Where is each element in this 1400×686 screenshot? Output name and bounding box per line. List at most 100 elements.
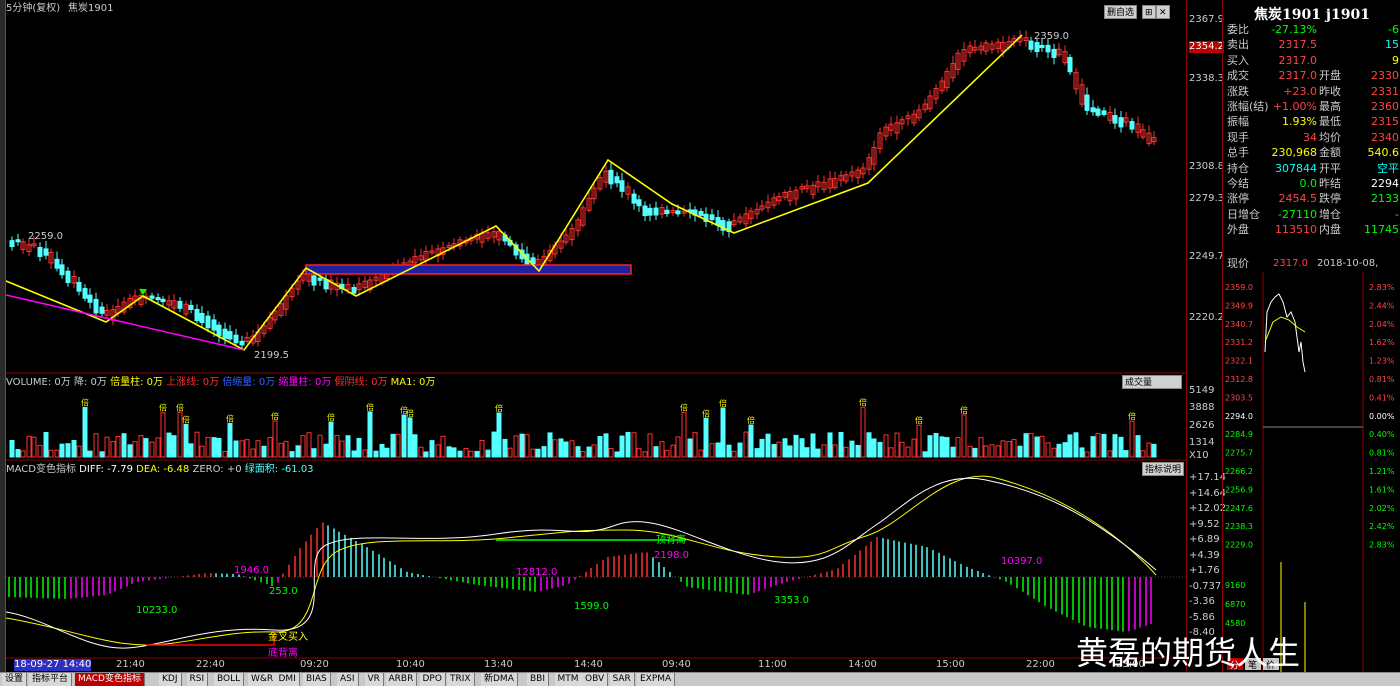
quote-row-label2: 昨结: [1319, 177, 1341, 190]
indicator-tab[interactable]: ARBR: [385, 673, 418, 686]
quote-row-label: 日增仓: [1227, 207, 1260, 221]
indicator-tab[interactable]: OBV: [582, 673, 609, 686]
quote-row: 现手 34 均价 2340: [1223, 130, 1400, 145]
volume-bar: [715, 442, 721, 458]
volume-bar: [664, 450, 670, 458]
indicator-tab[interactable]: BBI: [527, 673, 550, 686]
price-tick: 2338.3: [1189, 73, 1224, 84]
quote-row-label2: 开平: [1319, 161, 1341, 175]
mini-axis-left: 2312.8: [1225, 375, 1253, 384]
main-chart-area[interactable]: 5分钟(复权) 焦炭1901 删自选 ⊞ ✕ 2259.0 2199.5 235…: [6, 0, 1186, 672]
indicator-tab[interactable]: VR: [364, 673, 384, 686]
mini-tab-label[interactable]: 笔: [1248, 659, 1257, 671]
auto-chart-button[interactable]: 删自选: [1104, 5, 1138, 19]
indicator-help-button[interactable]: 指标说明: [1142, 462, 1185, 476]
candle-body: [737, 216, 743, 223]
mini-tab[interactable]: [1263, 658, 1279, 670]
volume-bar: [395, 433, 401, 458]
quote-row: 成交 2317.0 开盘 2330: [1223, 68, 1400, 83]
candle-body: [916, 109, 922, 119]
volume-bar: [793, 434, 799, 458]
candle-body: [1079, 84, 1085, 105]
candle-body: [614, 176, 620, 184]
candle-body: [59, 264, 65, 276]
indicator-tab-bar[interactable]: 设置 指标平台 MACD变色指标 KDJ RSI BOLL W&R DMI BIAS ASI VR A…: [0, 672, 1400, 686]
left-toolbar[interactable]: [0, 0, 6, 672]
candle-body: [575, 219, 581, 232]
mini-axis-right: 2.44%: [1369, 301, 1395, 310]
early-high-label: 2259.0: [28, 231, 63, 242]
volume-bar: [659, 441, 665, 458]
mini-tab-label[interactable]: 价: [1266, 660, 1275, 671]
candle-body: [939, 80, 945, 92]
volume-marker: 倍: [859, 397, 867, 407]
volume-bar: [731, 450, 737, 458]
quote-row: 持仓 307844 开平 空平: [1223, 161, 1400, 176]
watermark-text: 黄磊的期货人生: [1076, 634, 1301, 672]
candle-body: [782, 192, 788, 198]
indicator-tab[interactable]: MACD变色指标: [75, 673, 145, 686]
mini-tab-label[interactable]: 分: [1230, 660, 1239, 671]
candle-body: [631, 193, 637, 204]
volume-bar: [1039, 435, 1045, 458]
vol-legend-fake: 假阴线: 0万: [334, 377, 388, 388]
time-tick: 13:40: [484, 659, 513, 670]
volume-bar: [776, 441, 782, 458]
volume-bar: [1140, 450, 1146, 458]
quote-row-label: 外盘: [1227, 223, 1249, 237]
mini-axis-left: 2331.2: [1225, 338, 1253, 347]
indicator-tab[interactable]: 指标平台: [29, 673, 73, 686]
mini-tab[interactable]: [1227, 658, 1243, 670]
indicator-tab[interactable]: BIAS: [303, 673, 331, 686]
volume-bar: [815, 448, 821, 458]
volume-marker: 倍: [680, 403, 688, 413]
candle-body: [26, 244, 32, 253]
kline-chart[interactable]: 2259.0 2199.5 2359.0 倍倍 倍倍倍倍倍倍 倍倍倍 倍倍倍倍倍倍倍倍…: [6, 0, 1186, 672]
volume-bar: [748, 424, 754, 458]
indicator-tab[interactable]: RSI: [186, 673, 209, 686]
volume-bar: [883, 434, 889, 458]
candle-body: [65, 270, 71, 284]
candle-body: [1090, 107, 1096, 113]
candle-body: [1067, 57, 1073, 73]
indicator-tab[interactable]: W&R: [248, 673, 278, 686]
mini-axis-left: 2284.9: [1225, 430, 1253, 439]
volume-bar: [799, 438, 805, 458]
close-button[interactable]: ✕: [1156, 5, 1170, 19]
candle-body: [1123, 117, 1129, 123]
candle-body: [48, 251, 54, 264]
quote-row-label2: 金额: [1319, 146, 1341, 160]
volume-bar: [558, 438, 564, 458]
candle-body: [1151, 137, 1157, 143]
volume-bar: [166, 432, 172, 458]
quote-row-value: -27110: [1278, 207, 1317, 221]
indicator-tab[interactable]: 设置: [2, 673, 28, 686]
fullscreen-button[interactable]: ⊞: [1142, 5, 1156, 19]
indicator-tab[interactable]: ASI: [337, 673, 359, 686]
indicator-tab[interactable]: EXPMA: [637, 673, 676, 686]
indicator-tab[interactable]: SAR: [609, 673, 635, 686]
indicator-tab[interactable]: DMI: [275, 673, 300, 686]
intraday-mini-chart[interactable]: 2359.0 2349.9 2340.7 2331.2 2322.1 2312.8 2303…: [1223, 272, 1400, 672]
volume-select[interactable]: 成交量: [1122, 375, 1182, 389]
indicator-tab[interactable]: DPO: [419, 673, 446, 686]
candle-body: [199, 312, 205, 324]
volume-bar: [199, 445, 205, 458]
candle-body: [664, 209, 670, 215]
indicator-tab[interactable]: KDJ: [159, 673, 182, 686]
macd-tick: -0.737: [1189, 580, 1222, 592]
indicator-tab[interactable]: TRIX: [447, 673, 475, 686]
candle-body: [1034, 42, 1040, 52]
volume-bar: [569, 440, 575, 458]
volume-bar: [726, 444, 732, 458]
time-tick: 22:00: [1026, 659, 1055, 670]
indicator-tab[interactable]: 新DMA: [481, 673, 518, 686]
mini-tab[interactable]: [1245, 658, 1261, 670]
volume-bar: [479, 440, 485, 458]
volume-bar: [457, 450, 463, 458]
golden-cross-label: 金叉买入: [268, 630, 308, 643]
indicator-tab[interactable]: BOLL: [214, 673, 245, 686]
candle-body: [177, 300, 183, 309]
indicator-tab[interactable]: MTM: [554, 673, 583, 686]
candle-body: [866, 157, 872, 170]
